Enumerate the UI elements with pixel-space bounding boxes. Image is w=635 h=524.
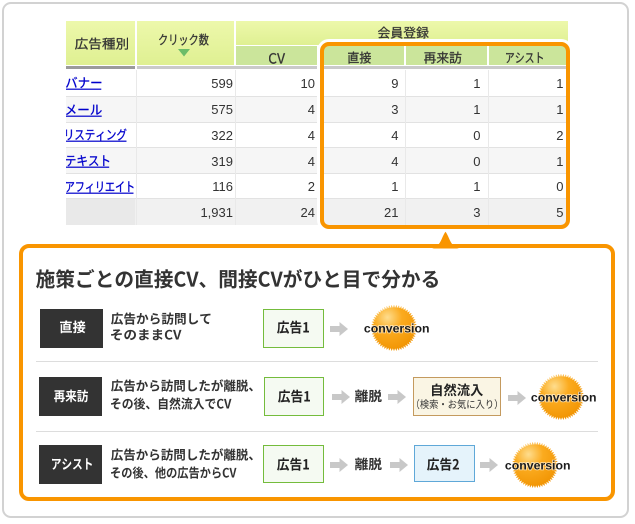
svg-text:conversion: conversion	[505, 458, 571, 472]
svg-text:conversion: conversion	[531, 391, 597, 405]
svg-text:conversion: conversion	[364, 321, 430, 335]
